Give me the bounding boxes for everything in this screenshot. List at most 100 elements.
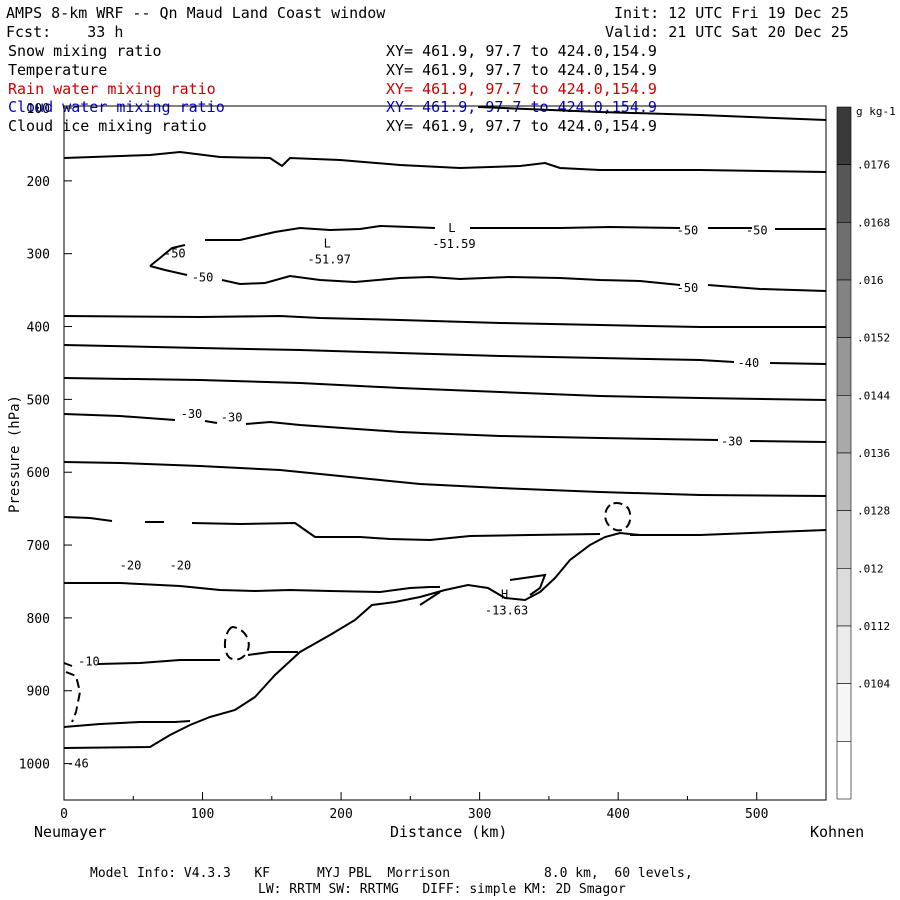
extremum-value: -51.97 — [308, 253, 351, 267]
contour-line — [63, 720, 191, 728]
colorbar-level: .0144 — [857, 389, 890, 402]
colorbar-level: .0128 — [857, 505, 890, 518]
colorbar-swatch — [836, 279, 852, 338]
x-tick-label: 500 — [745, 807, 768, 822]
extremum-mark: H — [501, 588, 508, 602]
contour-line — [97, 659, 220, 665]
contour-labels: -50 -50 -50 -50 -50 -40 -30 -30 -30 -20 -20 -10 -46 — [67, 223, 768, 770]
mixing-ratio-contours — [65, 502, 632, 723]
contour-line — [191, 521, 601, 542]
colorbar-level: .0176 — [857, 159, 890, 172]
terrain-outline — [63, 531, 641, 749]
field-name: Rain water mixing ratio — [8, 80, 216, 98]
x-tick-label: 0 — [60, 807, 68, 822]
x-tick-label: 300 — [468, 807, 491, 822]
field-name: Cloud water mixing ratio — [8, 98, 225, 116]
x-tick-label: 400 — [606, 807, 629, 822]
extremum-value: -13.63 — [485, 604, 528, 618]
dashed-contour — [604, 502, 632, 532]
colorbar-swatch — [836, 741, 852, 800]
y-tick-label: 400 — [27, 321, 50, 336]
contour-label: -30 — [721, 435, 743, 449]
extrema-markers: L -51.97 L -51.59 H -13.63 — [308, 221, 529, 617]
y-tick-label: 1000 — [19, 758, 50, 773]
contour-line — [63, 377, 827, 401]
right-endpoint-label: Kohnen — [810, 823, 865, 841]
contour-line — [63, 413, 176, 421]
extremum-mark: L — [324, 237, 331, 251]
contour-label: -40 — [738, 356, 760, 370]
contour-line — [205, 224, 436, 241]
contour-line — [149, 265, 188, 276]
contour-line — [63, 516, 113, 522]
contour-line — [204, 420, 218, 424]
contour-label: -50 — [192, 271, 214, 285]
contour-line — [707, 284, 827, 292]
model-info: Model Info: V4.3.3 KF MYJ PBL Morrison 8… — [90, 866, 693, 881]
colorbar-swatch — [836, 568, 852, 627]
contour-line — [64, 582, 440, 594]
left-endpoint-label: Neumayer — [34, 823, 107, 841]
contour-label: -50 — [164, 247, 186, 261]
y-tick-label: 100 — [27, 102, 50, 117]
y-tick-label: 500 — [27, 393, 50, 408]
contour-line — [419, 591, 441, 606]
contour-label: -20 — [170, 558, 192, 572]
colorbar: .0176 .0168 .016 .0152 .0144 .0136 .0128 .012 .0… — [836, 105, 896, 800]
field-xy: XY= 461.9, 97.7 to 424.0,154.9 — [386, 117, 657, 135]
colorbar-swatch — [836, 683, 852, 742]
contour-label: -20 — [120, 558, 142, 572]
colorbar-level: .0136 — [857, 447, 890, 460]
dashed-contour — [224, 626, 250, 661]
contour-line — [630, 529, 827, 536]
field-name: Snow mixing ratio — [8, 42, 162, 60]
field-xy: XY= 461.9, 97.7 to 424.0,154.9 — [386, 42, 657, 60]
field-name: Cloud ice mixing ratio — [8, 117, 207, 135]
y-tick-label: 700 — [27, 539, 50, 554]
colorbar-level: .0168 — [857, 216, 890, 229]
chart-title: AMPS 8-km WRF -- Qn Maud Land Coast wind… — [6, 4, 386, 22]
extremum-value: -51.59 — [432, 237, 475, 251]
colorbar-swatch — [836, 164, 852, 223]
y-tick-label: 200 — [27, 175, 50, 190]
contour-label: -10 — [78, 655, 100, 669]
contour-line — [245, 420, 719, 441]
colorbar-swatch — [836, 222, 852, 281]
x-axis-label: Distance (km) — [390, 823, 508, 841]
y-axis-label: Pressure (hPa) — [7, 395, 23, 514]
contour-label: -50 — [677, 223, 699, 237]
x-tick-label: 200 — [329, 807, 352, 822]
isotherms — [63, 106, 827, 728]
colorbar-level: .012 — [857, 562, 884, 575]
colorbar-level: .0112 — [857, 620, 890, 633]
contour-label: -50 — [746, 223, 768, 237]
contour-line — [63, 662, 73, 667]
contour-line — [63, 344, 735, 363]
colorbar-swatch — [836, 106, 852, 165]
extremum-mark: L — [448, 221, 455, 235]
init-time: Init: 12 UTC Fri 19 Dec 25 — [614, 4, 849, 22]
forecast-hour: Fcst: 33 h — [6, 23, 124, 41]
colorbar-swatch — [836, 510, 852, 569]
colorbar-level: .0104 — [857, 678, 890, 691]
contour-line — [749, 440, 827, 443]
x-tick-label: 100 — [191, 807, 214, 822]
contour-label: -50 — [677, 281, 699, 295]
contour-label: -30 — [221, 411, 243, 425]
field-xy: XY= 461.9, 97.7 to 424.0,154.9 — [386, 80, 657, 98]
colorbar-swatch — [836, 452, 852, 511]
contour-line — [63, 314, 826, 328]
plot-frame — [63, 105, 827, 801]
y-tick-label: 300 — [27, 248, 50, 263]
contour-line — [63, 150, 827, 173]
valid-time: Valid: 21 UTC Sat 20 Dec 25 — [605, 23, 849, 41]
contour-line — [247, 651, 298, 656]
dashed-contour — [65, 671, 82, 723]
colorbar-swatch — [836, 625, 852, 684]
field-name: Temperature — [8, 61, 108, 79]
contour-line — [769, 362, 827, 365]
y-tick-label: 900 — [27, 685, 50, 700]
field-xy: XY= 461.9, 97.7 to 424.0,154.9 — [386, 61, 657, 79]
